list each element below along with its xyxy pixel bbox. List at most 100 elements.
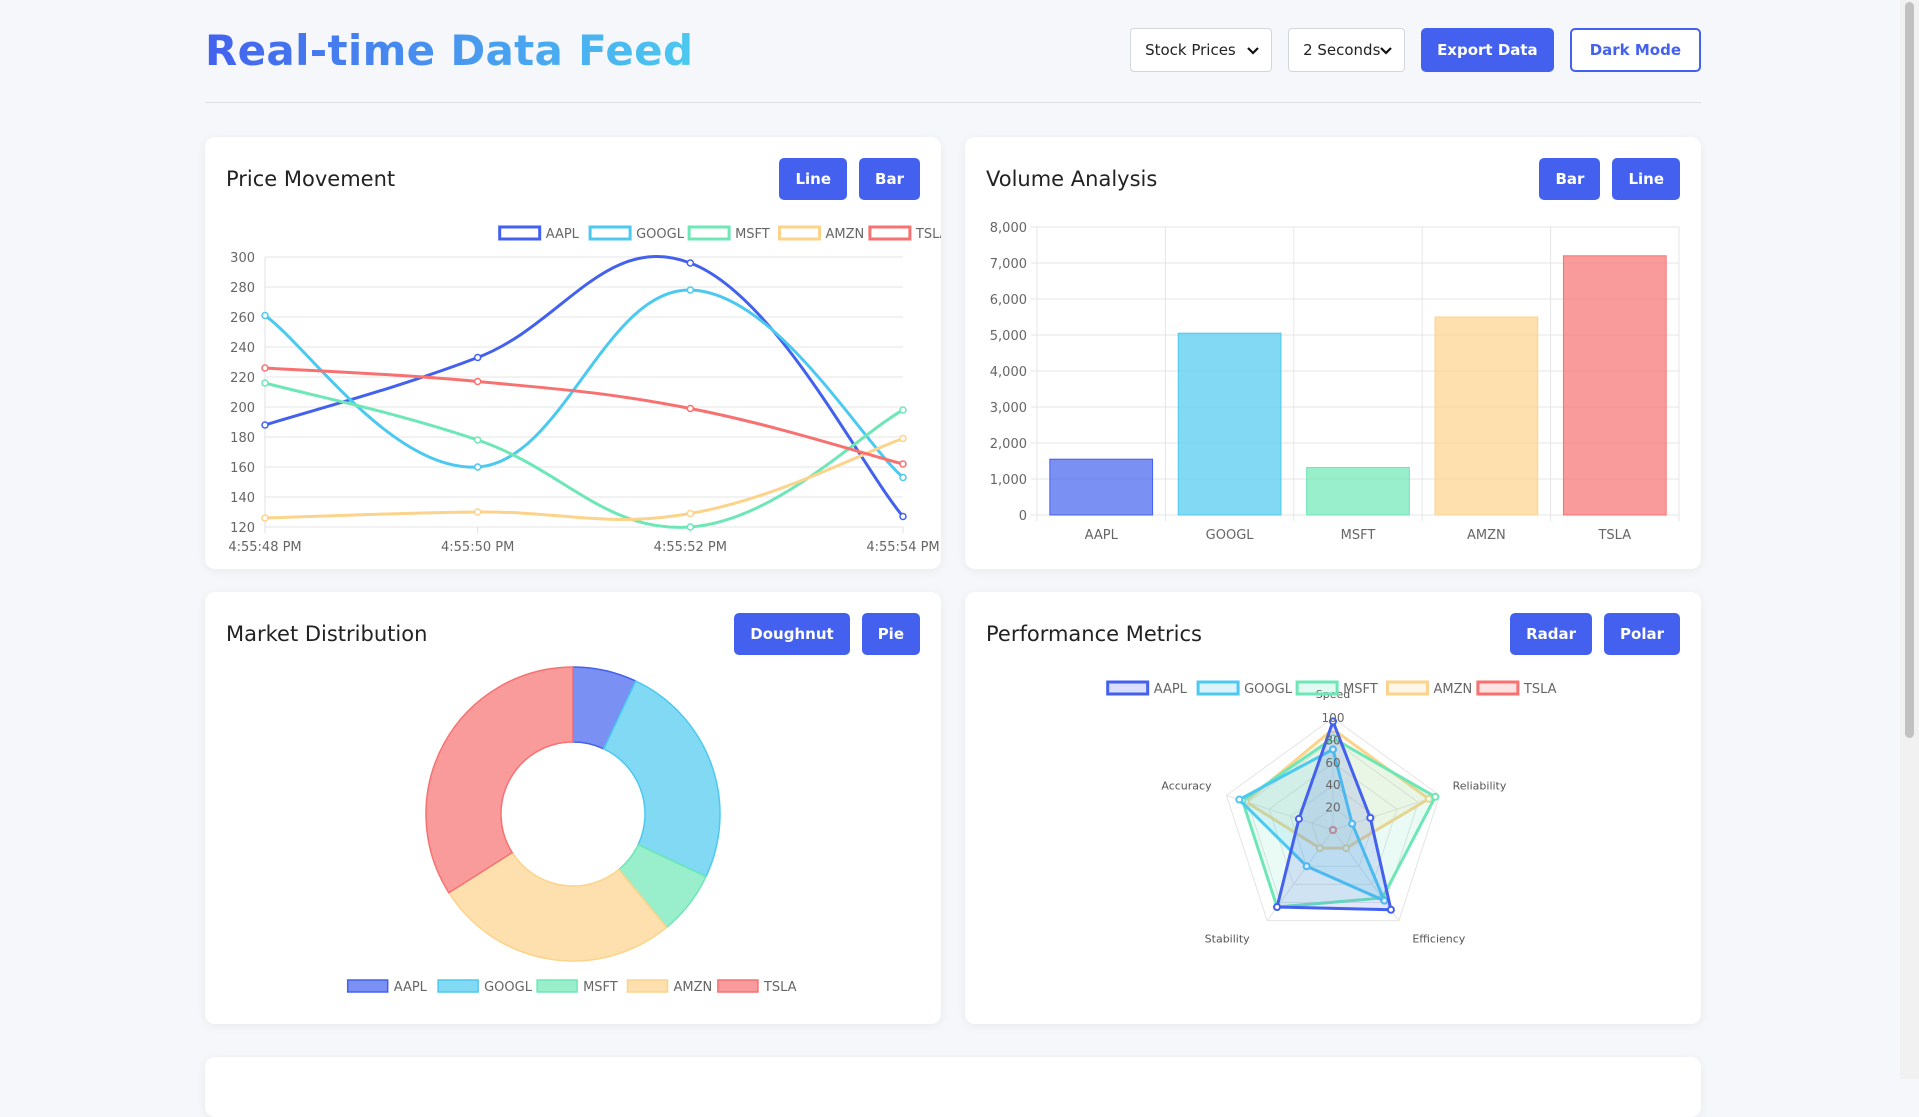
data-point — [899, 460, 907, 468]
data-type-select[interactable]: Stock Prices — [1130, 28, 1273, 72]
chart-type-buttons: Line Bar — [779, 158, 920, 200]
data-point — [473, 353, 482, 362]
x-tick-label: MSFT — [1341, 528, 1376, 543]
radar-point — [1431, 792, 1440, 801]
legend-swatch — [778, 225, 821, 241]
legend-swatch — [1106, 680, 1150, 696]
performance-metrics-card: Performance Metrics Radar Polar 100 80 60 4… — [965, 592, 1701, 1024]
chart-type-buttons: Doughnut Pie — [734, 613, 920, 655]
radar-tick-label: 60 — [1325, 756, 1340, 770]
chevron-down-icon — [1247, 47, 1259, 55]
legend-swatch — [868, 225, 912, 241]
legend-swatch — [588, 225, 632, 241]
series-line-amzn — [264, 437, 904, 521]
radar-chart-button[interactable]: Radar — [1510, 613, 1593, 655]
radar-point — [1366, 813, 1375, 822]
data-point — [686, 509, 695, 518]
polar-chart-button[interactable]: Polar — [1604, 613, 1680, 655]
bar-chart-button[interactable]: Bar — [1539, 158, 1601, 200]
radar-series-aapl — [1275, 719, 1393, 912]
y-tick-label: 240 — [230, 341, 255, 356]
export-data-button[interactable]: Export Data — [1421, 28, 1554, 72]
slice-amzn — [447, 851, 668, 962]
scrollbar-thumb[interactable] — [1905, 2, 1914, 738]
dashboard-page: Real-time Data Feed Stock Prices 2 Secon… — [205, 26, 1701, 1024]
radar-axis-label: Efficiency — [1412, 933, 1465, 946]
radar-tick-label: 20 — [1325, 801, 1340, 815]
y-tick-label: 7,000 — [990, 257, 1027, 272]
card-title: Market Distribution — [226, 622, 428, 646]
data-point — [473, 508, 482, 516]
radar-tick-label: 100 — [1322, 711, 1345, 725]
doughnut-chart-button[interactable]: Doughnut — [734, 613, 850, 655]
radar-grid — [1268, 762, 1398, 885]
radar-grid — [1225, 717, 1441, 922]
y-tick-label: 180 — [230, 431, 255, 446]
data-point — [473, 463, 482, 471]
dark-mode-button[interactable]: Dark Mode — [1569, 28, 1701, 72]
data-point — [473, 436, 482, 444]
slice-googl — [602, 679, 721, 878]
bar-aapl — [1049, 458, 1154, 516]
data-point — [261, 379, 269, 387]
data-type-select-value: Stock Prices — [1145, 41, 1236, 59]
page-scrollbar[interactable] — [1900, 0, 1919, 1079]
legend-label: AAPL — [546, 227, 580, 242]
legend-label: AAPL — [1154, 682, 1188, 697]
y-tick-label: 200 — [230, 401, 255, 416]
bar-amzn — [1434, 316, 1539, 516]
x-tick-label: 4:55:48 PM — [228, 540, 301, 555]
radar-point — [1329, 826, 1337, 834]
data-point — [261, 364, 269, 372]
x-tick-label: GOOGL — [1206, 528, 1255, 543]
x-tick-label: TSLA — [1597, 528, 1631, 543]
bar-msft — [1306, 466, 1410, 516]
bar-chart-button[interactable]: Bar — [859, 158, 920, 200]
pie-chart-button[interactable]: Pie — [861, 613, 920, 655]
legend-swatch — [346, 979, 389, 993]
radar-point — [1348, 819, 1357, 828]
y-tick-label: 5,000 — [990, 329, 1027, 344]
data-point — [899, 512, 907, 521]
legend-label: AMZN — [674, 980, 713, 995]
legend-swatch — [1386, 680, 1429, 696]
interval-select[interactable]: 2 Seconds — [1288, 28, 1406, 72]
x-tick-label: 4:55:50 PM — [441, 540, 514, 555]
data-point — [261, 311, 269, 320]
y-tick-label: 6,000 — [990, 293, 1027, 308]
y-tick-label: 260 — [230, 311, 255, 326]
legend-label: AAPL — [394, 980, 428, 995]
line-chart-button[interactable]: Line — [779, 158, 848, 200]
radar-point — [1329, 734, 1337, 743]
price-movement-card: Price Movement Line Bar 300 280 260 240 220 2… — [205, 137, 941, 569]
volume-bar-chart: 8,000 7,000 6,000 5,000 4,000 3,000 2,000 1,000… — [990, 221, 1680, 543]
y-tick-label: 3,000 — [990, 401, 1027, 416]
radar-tick-label: 40 — [1325, 778, 1340, 792]
radar-axis-label: Stability — [1205, 933, 1251, 946]
legend-swatch — [1196, 680, 1240, 696]
legend-label: MSFT — [583, 980, 618, 995]
interval-select-value: 2 Seconds — [1303, 41, 1381, 59]
data-point — [686, 404, 695, 413]
chart-type-buttons: Radar Polar — [1510, 613, 1680, 655]
data-point — [261, 421, 269, 429]
chart-type-buttons: Bar Line — [1539, 158, 1680, 200]
radar-point — [1235, 795, 1244, 804]
data-point — [899, 473, 907, 482]
line-chart-button[interactable]: Line — [1612, 158, 1680, 200]
radar-point — [1380, 896, 1389, 905]
x-tick-label: AAPL — [1085, 528, 1119, 543]
radar-axis-label: Accuracy — [1161, 779, 1212, 792]
radar-tick-label: 80 — [1325, 733, 1340, 747]
y-tick-label: 300 — [230, 251, 255, 266]
performance-radar-chart: 10080604020SpeedReliabilityEfficiencySta… — [1106, 680, 1557, 946]
card-title: Volume Analysis — [986, 167, 1158, 191]
data-point — [686, 286, 695, 294]
page-title: Real-time Data Feed — [205, 26, 694, 75]
radar-point — [1329, 745, 1337, 754]
bar-googl — [1177, 332, 1282, 516]
next-card — [205, 1057, 1701, 1117]
slice-tsla — [425, 666, 574, 894]
legend-label: TSLA — [915, 227, 941, 242]
radar-point — [1342, 844, 1351, 853]
